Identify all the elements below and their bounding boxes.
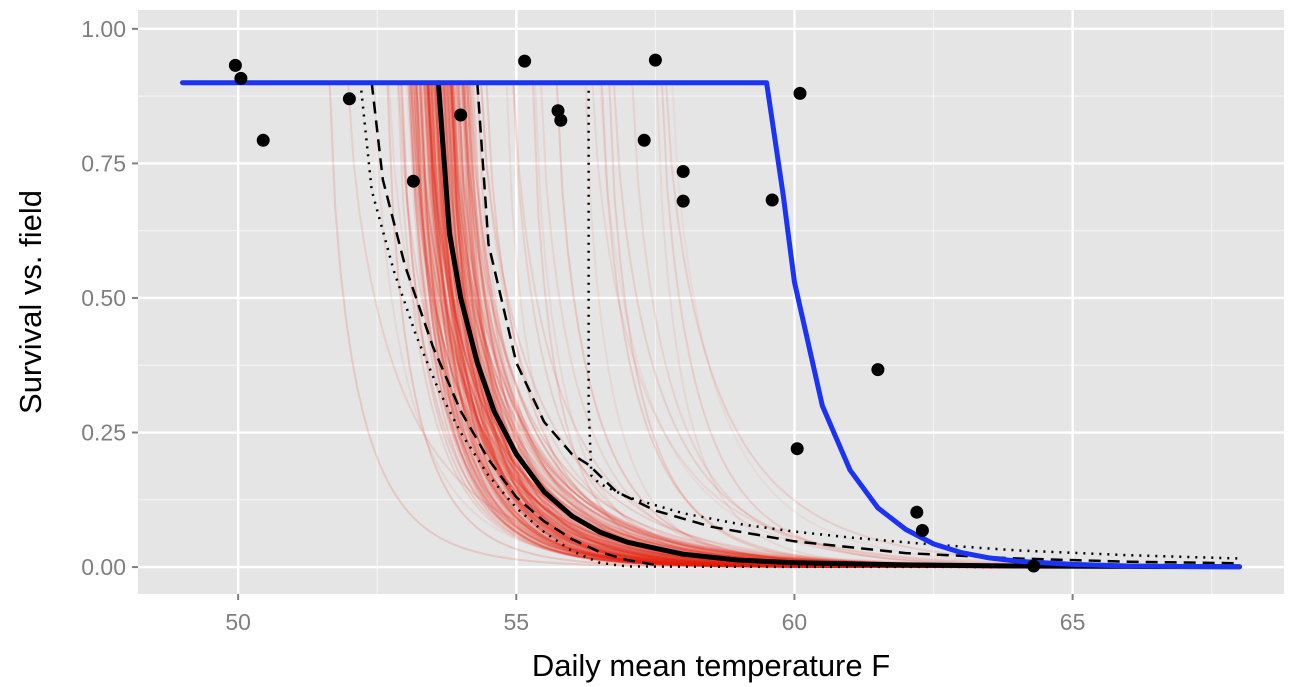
data-point	[910, 505, 924, 519]
y-tick-label: 0.50	[81, 285, 126, 311]
data-point	[790, 442, 804, 456]
data-point	[915, 524, 929, 537]
field-model-line	[180, 80, 1242, 570]
x-tick-label: 60	[782, 609, 808, 635]
data-point	[234, 71, 248, 85]
quartile-band-line	[370, 82, 656, 567]
data-point	[342, 92, 356, 106]
data-point	[871, 363, 885, 377]
axis-ticks: 50 55 60 65 0.00 0.25 0.50 0.75 1.00	[81, 16, 1085, 635]
data-point	[676, 165, 690, 178]
x-tick-label: 50	[225, 609, 251, 635]
data-point	[648, 53, 662, 67]
interval-band-line	[359, 82, 1240, 569]
y-tick-label: 0.00	[81, 554, 126, 580]
data-point	[637, 133, 651, 147]
data-point	[518, 54, 532, 68]
data-point	[793, 86, 807, 100]
y-axis-title: Survival vs. field	[13, 190, 48, 414]
data-point	[228, 58, 242, 72]
data-point	[676, 194, 690, 208]
data-point	[256, 133, 270, 147]
data-points	[228, 53, 1041, 573]
y-tick-label: 1.00	[81, 16, 126, 42]
x-axis-title: Daily mean temperature F	[532, 648, 890, 683]
x-tick-label: 65	[1060, 609, 1086, 635]
data-point	[554, 113, 568, 127]
data-point	[454, 108, 468, 122]
x-tick-label: 55	[503, 609, 529, 635]
data-point	[1027, 559, 1041, 573]
data-point	[406, 174, 420, 188]
series-lines	[180, 80, 1242, 570]
data-point	[765, 193, 779, 207]
plot-panel	[138, 10, 1284, 594]
y-tick-label: 0.75	[81, 150, 126, 176]
y-tick-label: 0.25	[81, 420, 126, 446]
median-fit-line	[435, 80, 1242, 570]
